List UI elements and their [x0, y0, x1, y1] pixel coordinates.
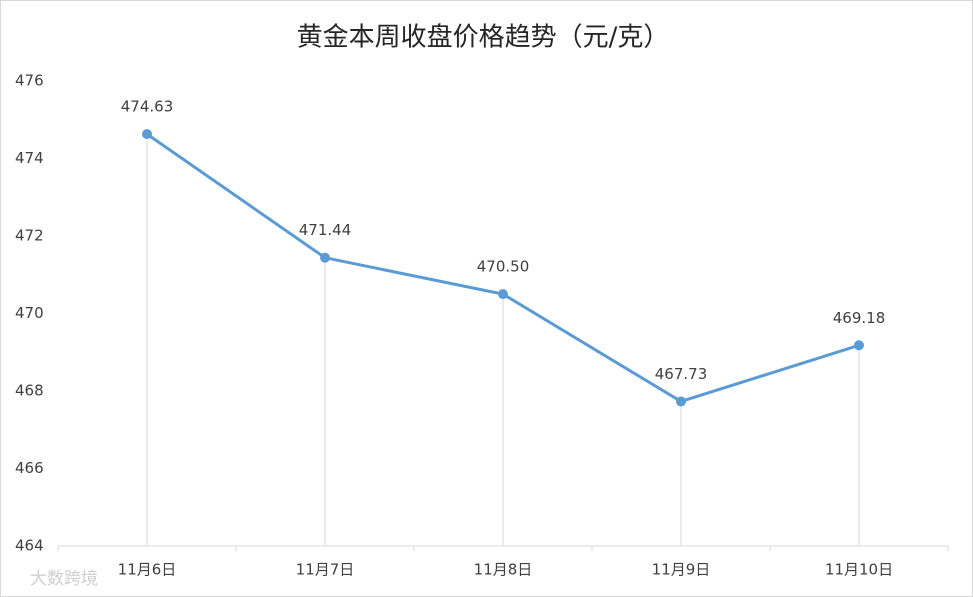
y-tick-label: 472: [15, 227, 44, 245]
point: [676, 396, 686, 407]
y-tick-label: 476: [15, 72, 44, 90]
watermark: 大数跨境: [30, 569, 98, 589]
y-tick-label: 474: [15, 149, 44, 167]
y-tick-label: 468: [15, 382, 44, 400]
y-tick-label: 464: [15, 537, 44, 555]
value-label: 471.44: [299, 221, 352, 239]
x-tick-label: 11月10日: [825, 561, 893, 579]
value-label: 467.73: [655, 365, 708, 383]
y-tick-label: 470: [15, 304, 44, 322]
value-label: 469.18: [833, 309, 886, 327]
x-tick-label: 11月9日: [652, 561, 711, 579]
y-tick-label: 466: [15, 459, 44, 477]
point: [142, 129, 152, 140]
value-label: 470.50: [477, 258, 530, 276]
x-tick-label: 11月6日: [118, 561, 177, 579]
point: [854, 340, 864, 351]
x-tick-label: 11月7日: [296, 561, 355, 579]
value-label: 474.63: [121, 98, 174, 116]
x-tick-label: 11月8日: [474, 561, 533, 579]
point: [498, 289, 508, 300]
chart-title: 黄金本周收盘价格趋势（元/克）: [297, 23, 670, 53]
point: [320, 252, 330, 263]
